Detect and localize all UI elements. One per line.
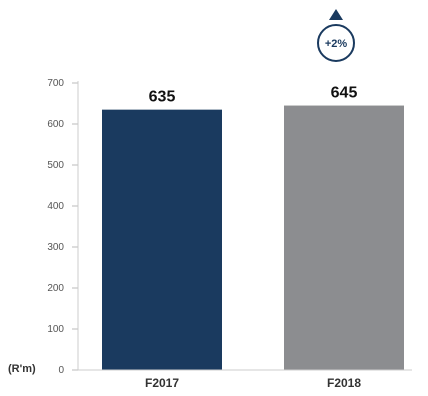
growth-label: +2%: [325, 38, 348, 50]
category-label: F2018: [327, 376, 361, 390]
y-tick-label: 200: [47, 283, 64, 294]
bars: 635 645: [102, 85, 404, 370]
y-tick-label: 600: [47, 119, 64, 130]
bar-f2018: [284, 106, 404, 370]
data-label: 645: [331, 85, 358, 102]
y-tick-label: 700: [47, 78, 64, 89]
y-tick-label: 0: [58, 365, 64, 376]
up-triangle-icon: [329, 9, 343, 20]
bar-f2017: [102, 110, 222, 370]
y-tick-label: 400: [47, 201, 64, 212]
growth-badge: +2%: [318, 9, 354, 61]
y-axis: 0 100 200 300 400 500 600 700: [47, 78, 78, 376]
category-label: F2017: [145, 376, 179, 390]
y-tick-label: 100: [47, 324, 64, 335]
y-tick-label: 300: [47, 242, 64, 253]
data-label: 635: [149, 89, 176, 106]
y-tick-label: 500: [47, 160, 64, 171]
unit-label: (R'm): [8, 363, 36, 375]
category-axis: F2017 F2018: [78, 370, 412, 390]
